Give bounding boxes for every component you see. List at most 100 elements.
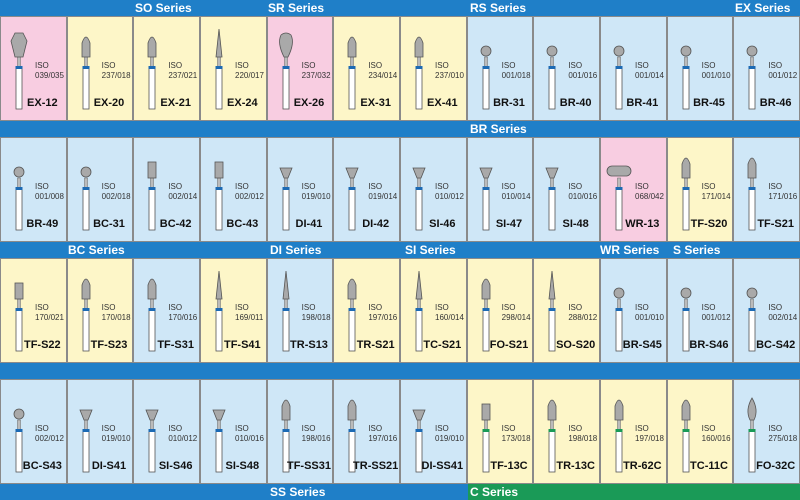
- bur-tile-tr-62c: ISO 197/018 TR-62C: [600, 379, 667, 484]
- iso-size: 173/018: [501, 434, 531, 443]
- bur-code: EX-26: [293, 97, 325, 109]
- bur-code: TR-13C: [556, 460, 595, 472]
- iso-label: ISO: [168, 424, 183, 433]
- bur-tile-tf-s41: ISO 169/011 TF-S41: [200, 258, 267, 363]
- bur-code: BR-45: [693, 97, 725, 109]
- iso-label: ISO: [101, 424, 116, 433]
- iso-label: ISO: [568, 61, 583, 70]
- iso-label: ISO: [101, 61, 116, 70]
- bur-code: SI-S46: [158, 460, 193, 472]
- series-header-bc: BC Series: [68, 243, 125, 257]
- iso-size: 001/010: [635, 313, 664, 322]
- bur-code: EX-12: [27, 97, 58, 109]
- bur-code: TF-SS31: [286, 460, 331, 472]
- series-header-s: S Series: [673, 243, 721, 257]
- bur-tile-tf-s31: ISO 170/016 TF-S31: [133, 258, 200, 363]
- iso-size: 288/012: [568, 313, 598, 322]
- iso-label: ISO: [768, 182, 783, 191]
- bur-tile-tr-ss21: ISO 197/016 TR-SS21: [333, 379, 400, 484]
- bur-tile-tf-ss31: ISO 198/016 TF-SS31: [266, 379, 334, 484]
- bur-code: TR-S21: [356, 339, 395, 351]
- iso-label: ISO: [435, 303, 449, 312]
- series-header-si: SI Series: [405, 243, 456, 257]
- iso-size: 198/018: [568, 434, 598, 443]
- bur-tile-br-41: ISO 001/014 BR-41: [600, 16, 667, 121]
- bur-code: BC-31: [93, 218, 125, 230]
- bur-icon: [215, 28, 223, 110]
- series-header-wr: WR Series: [600, 243, 660, 257]
- bur-icon: [13, 408, 25, 473]
- iso-label: ISO: [35, 61, 49, 70]
- bur-icon: [481, 278, 491, 352]
- iso-label: ISO: [235, 61, 249, 70]
- bur-tile-tr-s13: ISO 198/018 TR-S13: [266, 258, 334, 363]
- bur-icon: [347, 278, 357, 352]
- bur-icon: [81, 278, 91, 352]
- bur-tile-tf-s21: ISO 171/016 TF-S21: [733, 137, 800, 242]
- bur-icon: [613, 45, 625, 110]
- bur-code: TF-S20: [690, 218, 728, 230]
- bur-icon: [547, 399, 557, 473]
- bur-code: SI-47: [495, 218, 523, 230]
- bur-icon: [347, 399, 357, 473]
- iso-label: ISO: [701, 424, 716, 433]
- iso-size: 001/008: [35, 192, 64, 201]
- bur-tile-br-40: ISO 001/016 BR-40: [533, 16, 600, 121]
- iso-size: 010/016: [235, 434, 264, 443]
- bur-icon: [606, 165, 632, 231]
- bur-code: SO-S20: [556, 339, 596, 351]
- iso-size: 197/016: [368, 434, 398, 443]
- iso-size: 001/016: [568, 71, 598, 80]
- bur-code: DI-42: [362, 218, 390, 230]
- iso-label: ISO: [501, 61, 516, 70]
- bur-code: WR-13: [625, 218, 660, 230]
- bur-icon: [681, 157, 691, 231]
- bur-code: FO-32C: [756, 460, 796, 472]
- bur-tile-si-46: ISO 010/012 SI-46: [400, 137, 467, 242]
- band-row4: [0, 363, 800, 379]
- bur-icon: [147, 278, 157, 352]
- iso-size: 019/010: [101, 434, 131, 443]
- bur-icon: [345, 167, 359, 231]
- bur-tile-di-41: ISO 019/010 DI-41: [266, 137, 334, 242]
- iso-label: ISO: [35, 424, 49, 433]
- iso-size: 298/014: [501, 313, 531, 322]
- bur-tile-ex-26: ISO 237/032 EX-26: [266, 16, 334, 121]
- bur-tile-bc-43: ISO 002/012 BC-43: [200, 137, 267, 242]
- bur-code: BR-49: [26, 218, 59, 230]
- bur-tile-si-s46: ISO 010/012 SI-S46: [133, 379, 200, 484]
- iso-size: 198/018: [301, 313, 331, 322]
- iso-label: ISO: [368, 424, 383, 433]
- series-header-di: DI Series: [270, 243, 322, 257]
- iso-label: ISO: [301, 182, 316, 191]
- bur-icon: [279, 167, 293, 231]
- iso-size: 002/014: [168, 192, 198, 201]
- bur-tile-br-49: ISO 001/008 BR-49: [0, 137, 67, 242]
- iso-label: ISO: [635, 303, 649, 312]
- bur-tile-tf-s20: ISO 171/014 TF-S20: [666, 137, 734, 242]
- iso-label: ISO: [635, 182, 649, 191]
- iso-label: ISO: [568, 303, 583, 312]
- iso-label: ISO: [701, 303, 716, 312]
- bur-tile-br-s46: ISO 001/012 BR-S46: [666, 258, 734, 363]
- iso-size: 237/018: [101, 71, 131, 80]
- bur-icon: [347, 36, 357, 110]
- bur-tile-tf-13c: ISO 173/018 TF-13C: [466, 379, 534, 484]
- iso-label: ISO: [301, 303, 316, 312]
- iso-label: ISO: [235, 303, 249, 312]
- bur-tile-ex-21: ISO 237/021 EX-21: [133, 16, 200, 121]
- bur-tile-ex-12: ISO 039/035 EX-12: [0, 16, 67, 121]
- iso-size: 197/018: [635, 434, 664, 443]
- bur-code: EX-21: [160, 97, 191, 109]
- bur-tile-bc-42: ISO 002/014 BC-42: [133, 137, 200, 242]
- bur-tile-di-ss41: ISO 019/010 DI-SS41: [400, 379, 467, 484]
- bur-tile-si-47: ISO 010/014 SI-47: [466, 137, 534, 242]
- bur-tile-si-s48: ISO 010/016 SI-S48: [200, 379, 267, 484]
- series-header-rs: RS Series: [470, 1, 527, 15]
- iso-size: 197/016: [368, 313, 398, 322]
- bur-icon: [147, 161, 157, 231]
- bur-code: TR-62C: [623, 460, 662, 472]
- bur-code: TC-S21: [423, 339, 462, 351]
- iso-size: 160/016: [701, 434, 731, 443]
- iso-size: 068/042: [635, 192, 664, 201]
